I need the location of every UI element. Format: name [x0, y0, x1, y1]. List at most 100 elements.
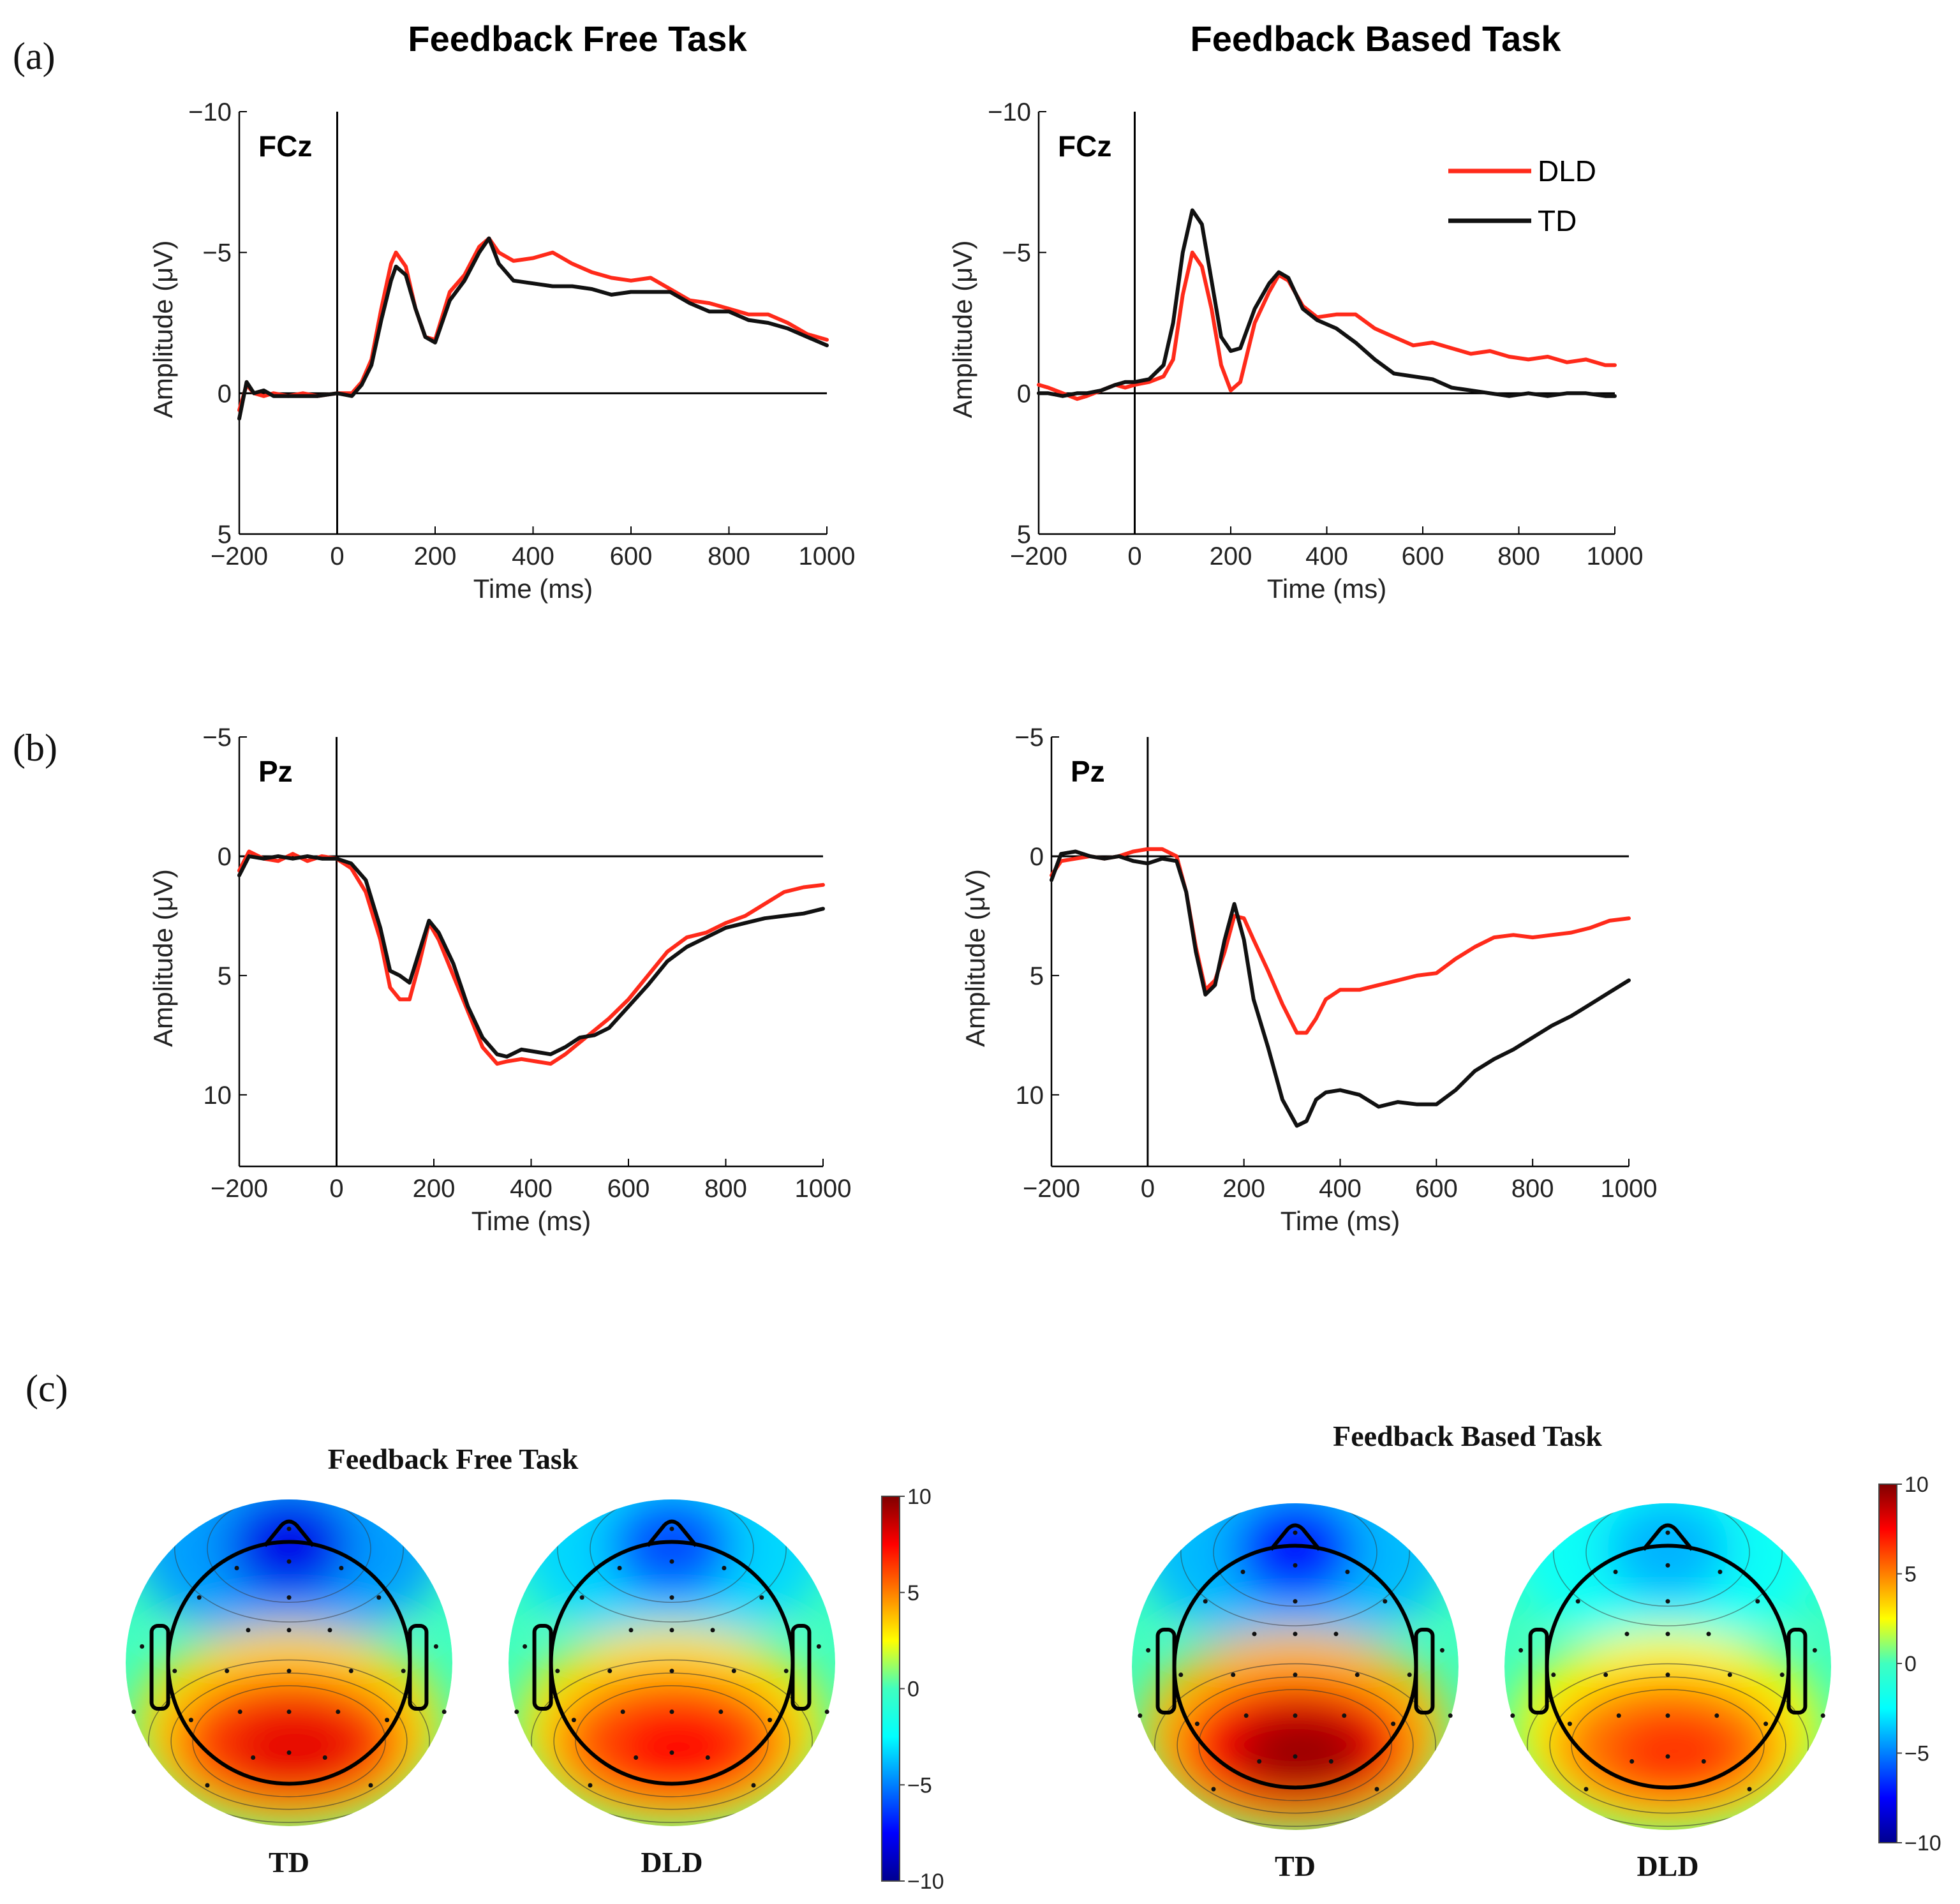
x-tick-label: −200 — [211, 542, 268, 570]
contour-line — [575, 1685, 769, 1797]
electrode-dot — [1747, 1787, 1752, 1792]
electrode-dot — [322, 1755, 327, 1760]
left-ear-outline — [149, 1624, 170, 1711]
x-tick-label: 800 — [708, 542, 750, 570]
x-tick-label: 0 — [1127, 542, 1141, 570]
electrode-dot — [588, 1783, 593, 1788]
x-tick-label: 1000 — [799, 542, 856, 570]
x-axis-title: Time (ms) — [1267, 574, 1386, 604]
electrode-dot — [1575, 1599, 1580, 1604]
electrode-dot — [710, 1628, 715, 1633]
electrode-dot — [1665, 1754, 1670, 1759]
colorbar-tick-label: −5 — [1904, 1742, 1929, 1766]
y-tick-label: 5 — [218, 521, 232, 549]
electrode-dot — [251, 1755, 256, 1760]
electrode-dot — [205, 1783, 210, 1788]
electrode-dot — [1755, 1599, 1760, 1604]
x-tick-label: 1000 — [1601, 1175, 1658, 1203]
x-tick-label: 800 — [704, 1175, 747, 1203]
electrode-dot — [1820, 1713, 1825, 1718]
erp-chart-fcz-feedback-based: −200 0 200 400 600 800 1000 −10 −5 0 5 Time (ms) Amp… — [947, 98, 1643, 604]
contour-line — [1585, 1503, 1750, 1607]
electrode-dot — [1244, 1713, 1249, 1718]
electrode-dot — [669, 1559, 674, 1564]
nose-outline — [263, 1519, 315, 1547]
electrode-dot — [1345, 1570, 1350, 1575]
topomap-label-free-dld: DLD — [641, 1846, 702, 1878]
electrode-dot — [1231, 1672, 1236, 1677]
electrode-dot — [197, 1595, 202, 1600]
electrode-dot — [1355, 1672, 1360, 1677]
electrode-dot — [1630, 1759, 1635, 1764]
x-tick-label: 400 — [512, 542, 554, 570]
series-line-dld — [237, 849, 825, 1066]
right-ear-outline — [1786, 1628, 1808, 1714]
y-tick-label: 5 — [1017, 521, 1031, 549]
electrode-dot — [368, 1783, 373, 1788]
electrode-dot — [1812, 1647, 1817, 1653]
electrode-dot — [348, 1669, 353, 1674]
electrode-dot — [1727, 1672, 1732, 1677]
electrode-dot — [1665, 1713, 1670, 1718]
electrode-dot — [718, 1709, 724, 1714]
channel-label: Pz — [1071, 755, 1105, 788]
x-tick-label: 200 — [414, 542, 457, 570]
right-ear-outline — [1414, 1628, 1435, 1714]
electrode-dot — [607, 1669, 612, 1674]
electrode-dot — [234, 1566, 239, 1571]
electrode-dot — [1779, 1672, 1785, 1677]
electrode-dot — [1439, 1647, 1444, 1653]
electrode-dot — [722, 1566, 727, 1571]
y-tick-label: 0 — [1017, 380, 1031, 408]
electrode-dot — [1567, 1722, 1572, 1727]
y-tick-label: −5 — [1014, 724, 1044, 752]
electrode-dot — [442, 1709, 447, 1714]
contour-line — [192, 1685, 386, 1797]
electrode-dot — [705, 1755, 710, 1760]
series-line-td — [1050, 849, 1631, 1128]
x-tick-label: 600 — [607, 1175, 650, 1203]
contour-line — [148, 1659, 430, 1823]
y-tick-label: −5 — [202, 239, 232, 267]
electrode-dot — [1616, 1713, 1621, 1718]
y-tick-label: 0 — [218, 380, 232, 408]
electrode-dot — [385, 1718, 390, 1723]
series-line-dld — [237, 236, 829, 412]
electrode-dot — [669, 1709, 674, 1714]
electrode-dot — [1391, 1722, 1396, 1727]
x-tick-label: 200 — [1222, 1175, 1265, 1203]
series-line-td — [237, 236, 829, 421]
electrode-dot — [634, 1755, 639, 1760]
nose-outline — [646, 1519, 698, 1547]
contour-line — [1571, 1689, 1765, 1801]
electrode-dot — [1203, 1599, 1208, 1604]
electrode-dot — [783, 1669, 789, 1674]
y-tick-label: 10 — [1016, 1082, 1044, 1110]
frontal-negativity-core — [226, 1499, 352, 1598]
y-tick-label: 10 — [204, 1082, 232, 1110]
contour-line — [1198, 1689, 1392, 1801]
contour-line — [531, 1659, 813, 1823]
electrode-dot — [286, 1559, 292, 1564]
y-axis-title: Amplitude (μV) — [960, 869, 990, 1047]
series-line-dld — [1050, 847, 1631, 1035]
right-ear-outline — [791, 1624, 812, 1711]
electrode-dot — [1603, 1672, 1608, 1677]
electrode-dot — [246, 1628, 251, 1633]
electrode-dot — [1665, 1672, 1670, 1677]
electrode-dot — [824, 1709, 829, 1714]
colorbar-feedback-free: 10 5 0 −5 −10 — [881, 1485, 944, 1894]
parietal-positivity-core — [1233, 1709, 1370, 1794]
x-tick-label: 800 — [1497, 542, 1540, 570]
frontal-negativity-core — [1233, 1503, 1358, 1602]
electrode-dot — [1714, 1713, 1719, 1718]
topomap-feedback-based-td — [1132, 1503, 1459, 1830]
electrode-dot — [140, 1644, 145, 1649]
electrode-dot — [768, 1718, 773, 1723]
electrode-dot — [1293, 1672, 1298, 1677]
colorbar-tick-label: 0 — [907, 1677, 919, 1702]
colorbar-tick-label: 5 — [1904, 1563, 1917, 1587]
legend-label-dld: DLD — [1538, 154, 1596, 188]
colorbar-tick-label: 5 — [907, 1581, 919, 1605]
